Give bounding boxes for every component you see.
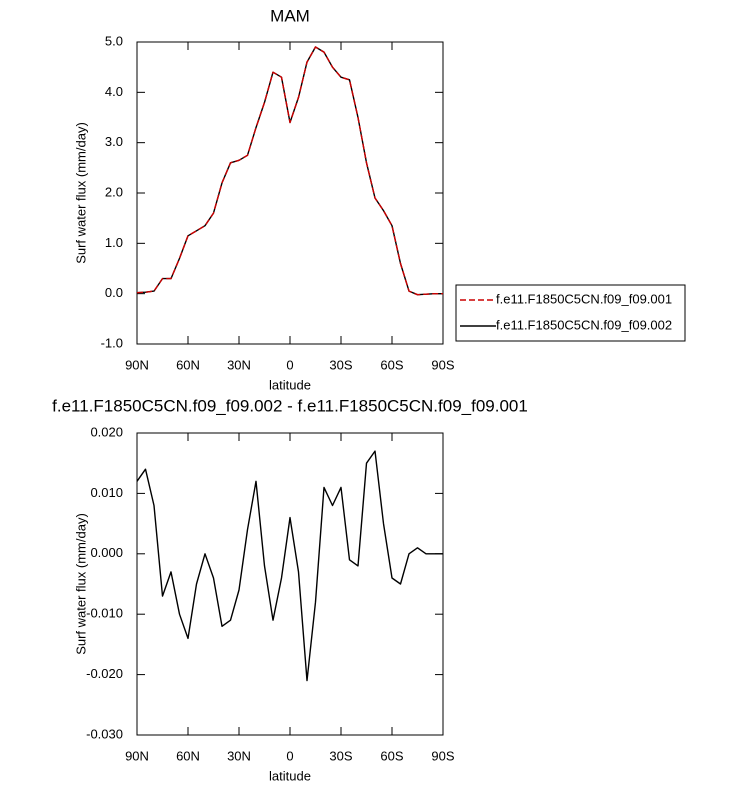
- x-tick-label: 0: [286, 357, 293, 372]
- legend-label: f.e11.F1850C5CN.f09_f09.002: [496, 317, 672, 332]
- x-axis-label: latitude: [269, 377, 311, 392]
- x-tick-label: 0: [286, 748, 293, 763]
- y-tick-label: 0.0: [105, 285, 123, 300]
- x-tick-label: 60N: [176, 748, 200, 763]
- y-tick-label: -0.020: [86, 666, 123, 681]
- x-tick-label: 30N: [227, 748, 251, 763]
- x-tick-label: 90N: [125, 357, 149, 372]
- plot-frame: [136, 41, 444, 345]
- y-tick-label: 4.0: [105, 84, 123, 99]
- x-tick-label: 60S: [380, 357, 403, 372]
- y-tick-label: 0.000: [90, 545, 123, 560]
- chart-title: f.e11.F1850C5CN.f09_f09.002 - f.e11.F185…: [52, 396, 528, 415]
- y-axis-label: Surf water flux (mm/day): [73, 513, 88, 655]
- y-tick-label: 3.0: [105, 134, 123, 149]
- x-tick-label: 90S: [431, 357, 454, 372]
- x-tick-label: 90N: [125, 748, 149, 763]
- x-tick-label: 30S: [329, 357, 352, 372]
- x-tick-label: 30S: [329, 748, 352, 763]
- x-tick-label: 30N: [227, 357, 251, 372]
- y-tick-label: 5.0: [105, 33, 123, 48]
- data-line: [136, 450, 443, 682]
- y-tick-label: 2.0: [105, 184, 123, 199]
- legend-label: f.e11.F1850C5CN.f09_f09.001: [496, 291, 672, 306]
- data-line: [136, 46, 443, 296]
- y-tick-label: 0.020: [90, 424, 123, 439]
- data-line: [136, 46, 443, 296]
- x-tick-label: 60N: [176, 357, 200, 372]
- y-axis-label: Surf water flux (mm/day): [73, 122, 88, 264]
- legend-box: [455, 284, 686, 342]
- plot-frame: [136, 432, 444, 736]
- chart-title: MAM: [270, 6, 310, 25]
- x-tick-label: 90S: [431, 748, 454, 763]
- y-tick-label: -0.030: [86, 726, 123, 741]
- y-tick-label: -0.010: [86, 606, 123, 621]
- y-tick-label: 1.0: [105, 235, 123, 250]
- y-tick-label: -1.0: [101, 335, 123, 350]
- x-axis-label: latitude: [269, 768, 311, 783]
- y-tick-label: 0.010: [90, 485, 123, 500]
- x-tick-label: 60S: [380, 748, 403, 763]
